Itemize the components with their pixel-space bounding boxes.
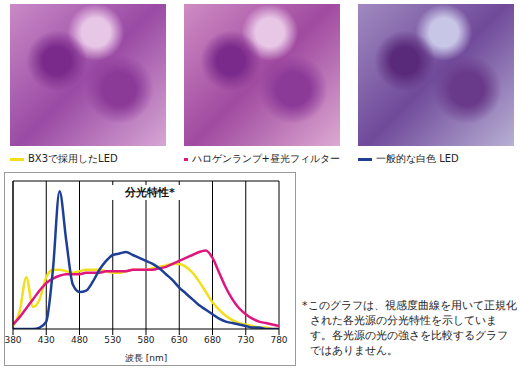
html-text:分光特性*: 分光特性* bbox=[125, 186, 175, 199]
svg-text:430: 430 bbox=[38, 335, 55, 345]
svg-text:380: 380 bbox=[5, 335, 22, 345]
html-text:*このグラフは、視感度曲線を用いて正規化された各光源の分光特: *このグラフは、視感度曲線を用いて正規化された各光源の分光特性を示しています。各… bbox=[302, 299, 517, 357]
html-text:BX3で採用したLED: BX3で採用したLED bbox=[28, 153, 118, 164]
html-text:一般的な白色 LED: 一般的な白色 LED bbox=[376, 153, 459, 164]
svg-text:530: 530 bbox=[104, 335, 121, 345]
svg-text:580: 580 bbox=[137, 335, 154, 345]
svg-text:780: 780 bbox=[270, 335, 287, 345]
svg-text:630: 630 bbox=[171, 335, 188, 345]
svg-text:730: 730 bbox=[237, 335, 254, 345]
svg-text:480: 480 bbox=[71, 335, 88, 345]
html-text:ハロゲンランプ+昼光フィルター: ハロゲンランプ+昼光フィルター bbox=[191, 153, 340, 164]
svg-text:波長 [nm]: 波長 [nm] bbox=[125, 353, 167, 363]
svg-text:680: 680 bbox=[204, 335, 221, 345]
